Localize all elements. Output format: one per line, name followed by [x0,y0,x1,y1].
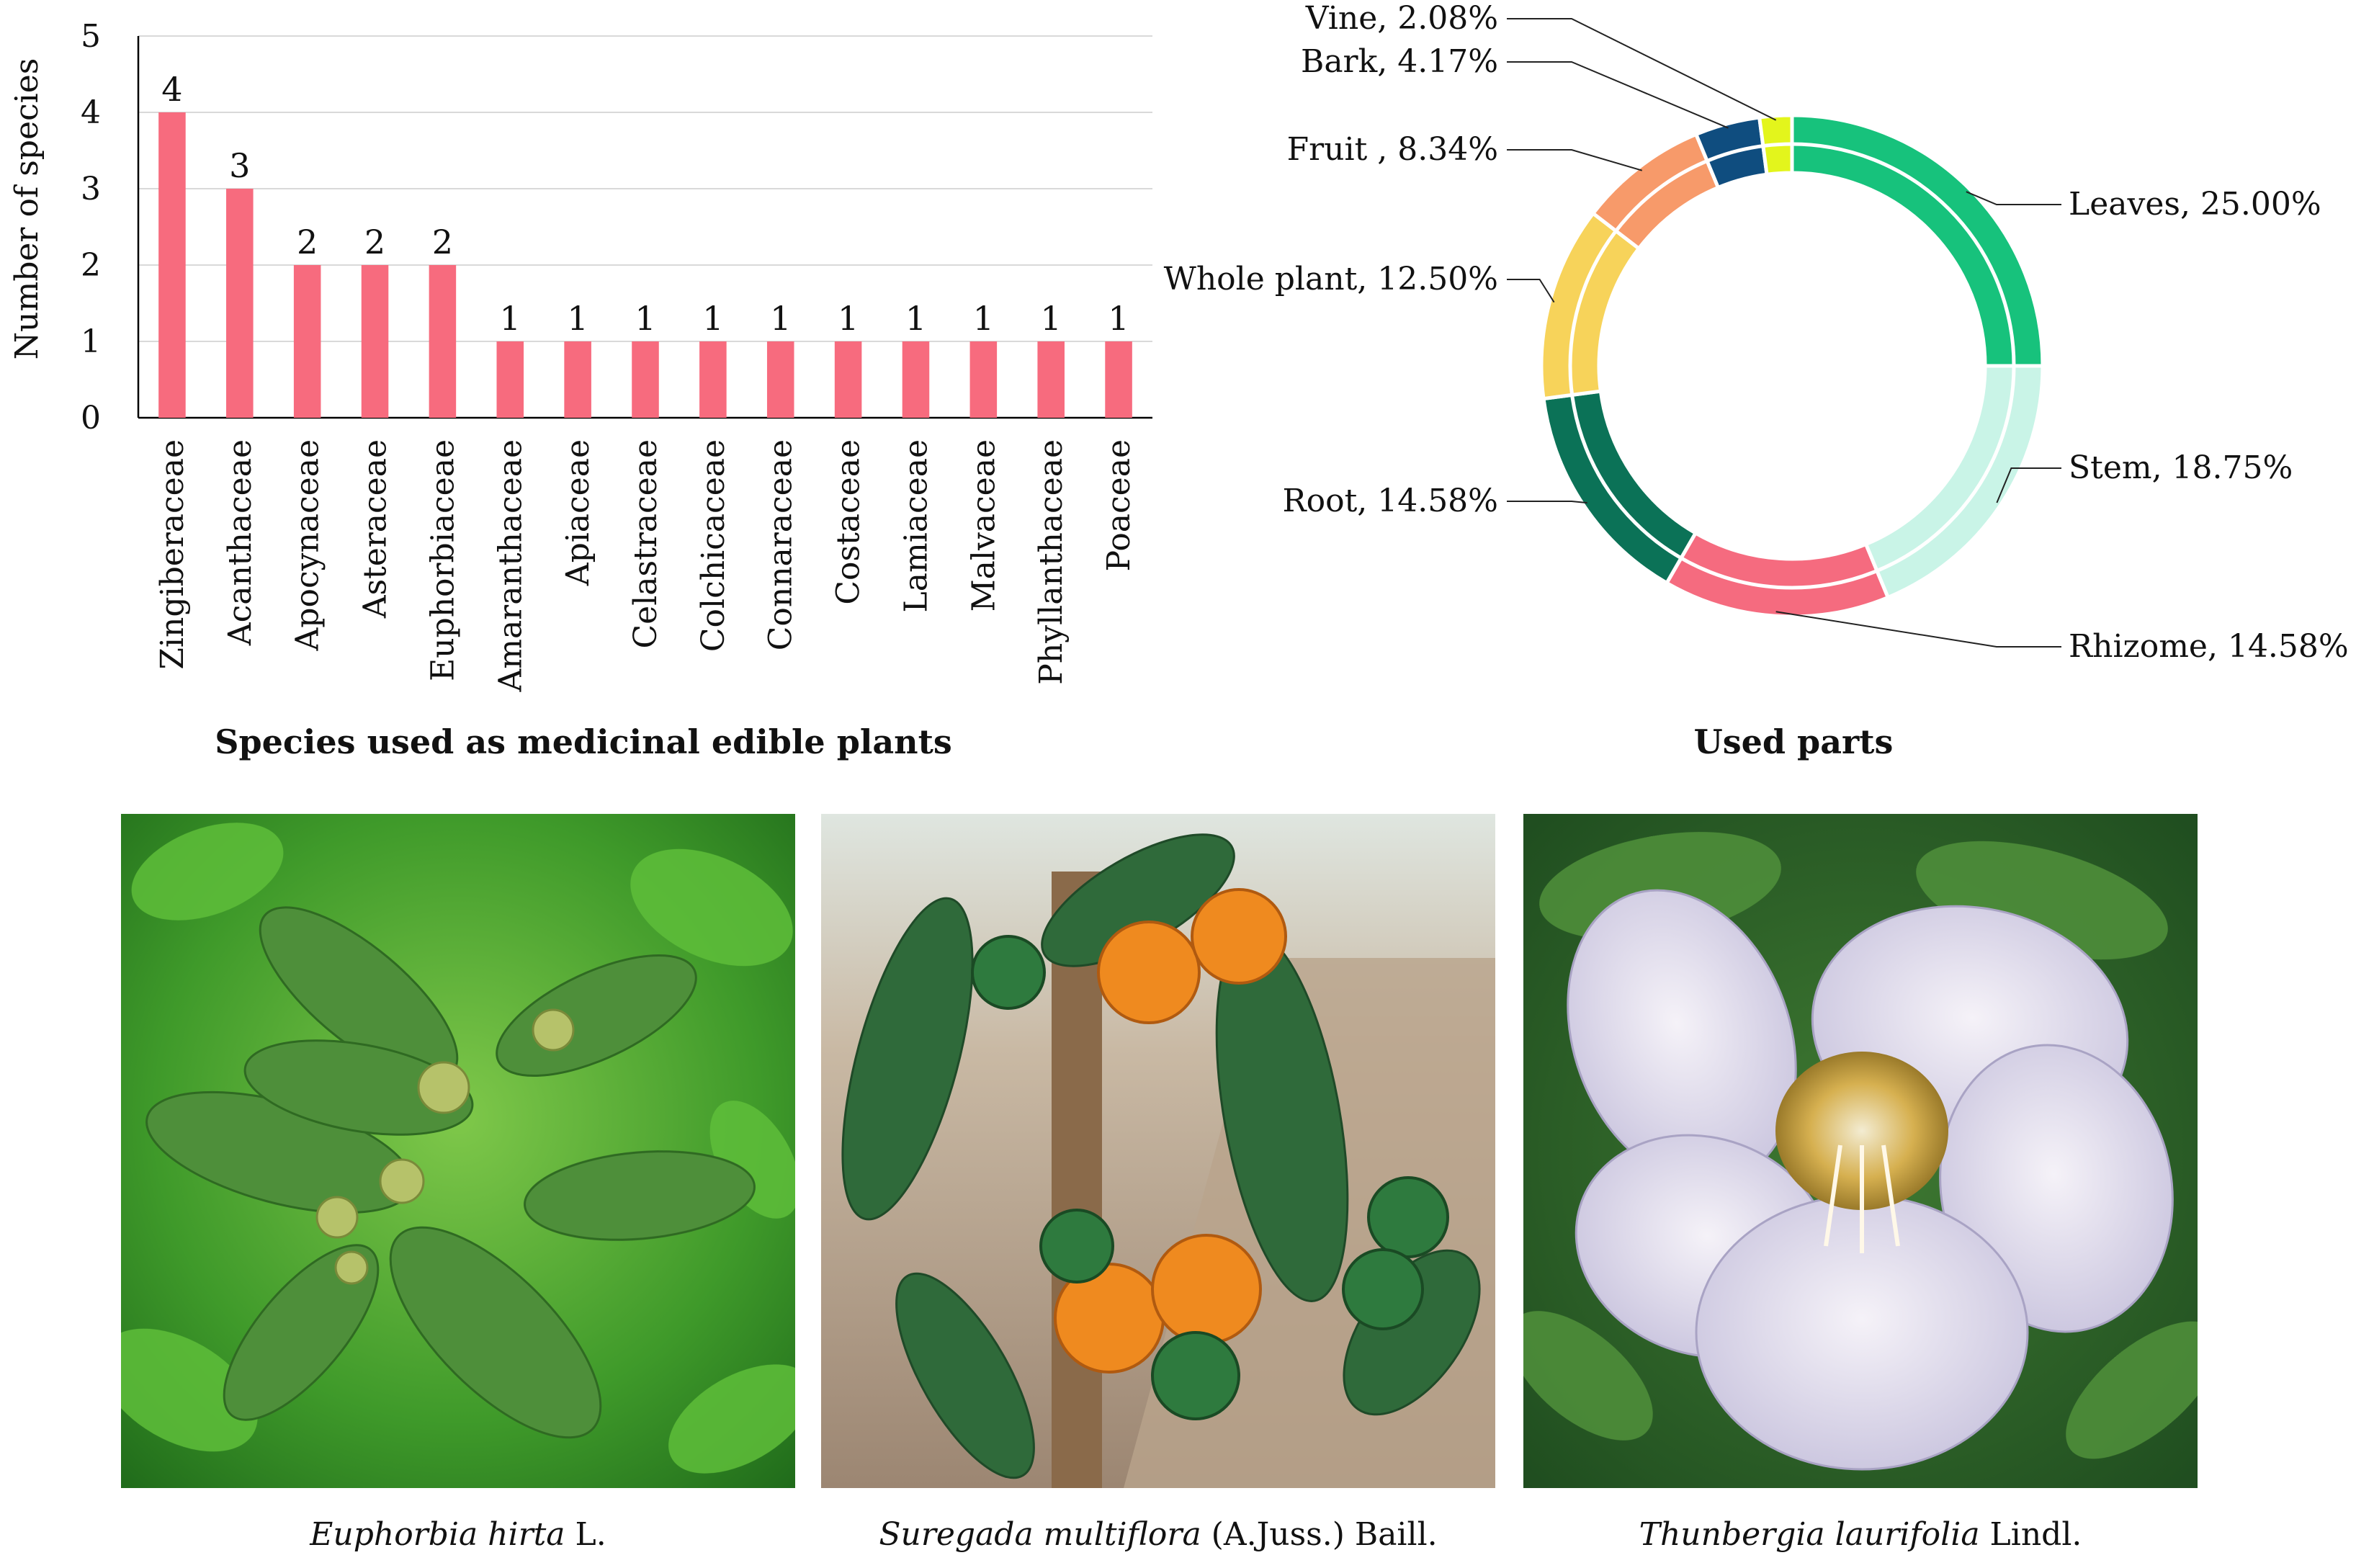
species-authority: L. [565,1516,606,1553]
bar-amaranthaceae [496,341,524,418]
x-tick-label: Euphorbiaceae [424,439,461,681]
x-tick-label: Lamiaceae [897,439,934,612]
slice-label: Stem, 18.75% [2069,449,2293,486]
bar-chart-caption: Species used as medicinal edible plants [215,722,952,761]
species-name: Thunbergia laurifolia [1639,1516,1980,1553]
x-tick-label: Connaraceae [763,439,799,650]
donut-ring-separator [1568,142,2016,590]
bar-zingiberaceae [158,112,186,418]
data-label: 1 [905,299,926,338]
slice-leaves [1790,113,2045,368]
x-tick-label: Acanthaceae [222,439,259,646]
leader-line [1775,611,2061,648]
data-label: 1 [770,299,791,338]
bar-celastraceae [632,341,659,418]
slice-label: Vine, 2.08% [1305,0,1498,37]
donut-chart: Leaves, 25.00% Stem, 18.75% Rhizome, 14.58… [1164,0,2349,665]
leader-line [1507,61,1729,129]
photo-euphorbia-hirta [121,814,795,1488]
bar-phyllanthaceae [1037,341,1065,418]
x-tick-label: Apiaceae [560,439,596,586]
bar-apiaceae [564,341,591,418]
data-label: 1 [500,299,521,338]
bar-chart-x-ticks: Zingiberaceae Acanthaceae Apocynaceae Aster… [154,439,1137,693]
data-label: 1 [1108,299,1129,338]
x-tick-label: Asteraceae [357,439,394,619]
bar-connaraceae [766,341,794,418]
photo-caption-euphorbia-hirta: Euphorbia hirta L. [121,1516,795,1553]
leader-line [1996,467,2061,503]
bar-apocynaceae [293,265,321,418]
data-label: 4 [161,70,182,109]
x-tick-label: Poaceae [1101,439,1137,572]
bar-chart-y-ticks: 0 1 2 3 4 5 [81,18,101,436]
donut-chart-slices [1539,113,2045,619]
x-tick-label: Phyllanthaceae [1033,439,1070,685]
species-authority: Lindl. [1979,1516,2082,1553]
species-name: Suregada multiflora [879,1516,1201,1553]
bar-chart-y-axis-label: Number of species [9,58,45,360]
y-tick-label: 4 [81,94,101,131]
x-tick-label: Amaranthaceae [492,439,529,693]
y-tick-label: 2 [81,247,101,284]
photo-caption-suregada-multiflora: Suregada multiflora (A.Juss.) Baill. [821,1516,1495,1553]
slice-label: Root, 14.58% [1282,483,1498,519]
photo-caption-thunbergia-laurifolia: Thunbergia laurifolia Lindl. [1523,1516,2198,1553]
leader-line [1507,149,1643,171]
donut-chart-labels: Leaves, 25.00% Stem, 18.75% Rhizome, 14.58… [1164,0,2349,665]
y-tick-label: 1 [81,323,101,360]
bar-lamiaceae [902,341,930,418]
y-tick-label: 5 [81,18,101,55]
y-tick-label: 3 [81,171,101,207]
x-tick-label: Malvaceae [965,439,1002,611]
slice-label: Whole plant, 12.50% [1164,261,1498,297]
bar-euphorbiaceae [429,265,457,418]
bar-colchicaceae [699,341,727,418]
donut-chart-caption: Used parts [1693,722,1894,761]
data-label: 2 [297,223,318,261]
slice-rhizome [1664,530,1891,619]
data-label: 2 [364,223,385,261]
leader-line [1966,191,2061,205]
x-tick-label: Costaceae [830,439,867,605]
slice-label: Leaves, 25.00% [2069,186,2321,223]
data-label: 3 [229,146,250,185]
leader-line [1507,501,1587,504]
x-tick-label: Zingiberaceae [154,439,191,670]
photo-suregada-multiflora [821,814,1495,1488]
data-label: 1 [973,299,994,338]
bar-asteraceae [361,265,389,418]
bar-costaceae [834,341,862,418]
data-label: 1 [1041,299,1062,338]
photo-thunbergia-laurifolia [1523,814,2198,1488]
x-tick-label: Colchicaceae [695,439,732,652]
data-label: 1 [635,299,655,338]
bar-acanthaceae [226,189,254,418]
donut-chart-leader-lines [1507,18,2061,648]
data-label: 2 [432,223,453,261]
slice-label: Fruit , 8.34% [1287,131,1498,168]
leader-line [1507,18,1777,121]
x-tick-label: Apocynaceae [290,439,326,651]
species-name: Euphorbia hirta [310,1516,565,1553]
data-label: 1 [567,299,588,338]
data-label: 1 [838,299,859,338]
slice-whole-plant [1539,210,1641,401]
leader-line [1507,279,1555,303]
species-authority: (A.Juss.) Baill. [1201,1516,1438,1553]
slice-label: Bark, 4.17% [1301,43,1498,80]
bar-malvaceae [969,341,998,418]
x-tick-label: Celastraceae [627,439,664,649]
bar-poaceae [1105,341,1132,418]
bar-chart-bars [158,112,1132,418]
slice-label: Rhizome, 14.58% [2069,628,2349,665]
y-tick-label: 0 [81,400,101,436]
bar-chart-data-labels: 4 3 2 2 2 1 1 1 1 1 1 1 1 1 1 [161,70,1129,338]
data-label: 1 [702,299,723,338]
bar-chart: 0 1 2 3 4 5 4 3 2 2 2 1 1 1 1 1 1 1 1 1 1 Zingiberaceae Acan… [9,18,1152,693]
